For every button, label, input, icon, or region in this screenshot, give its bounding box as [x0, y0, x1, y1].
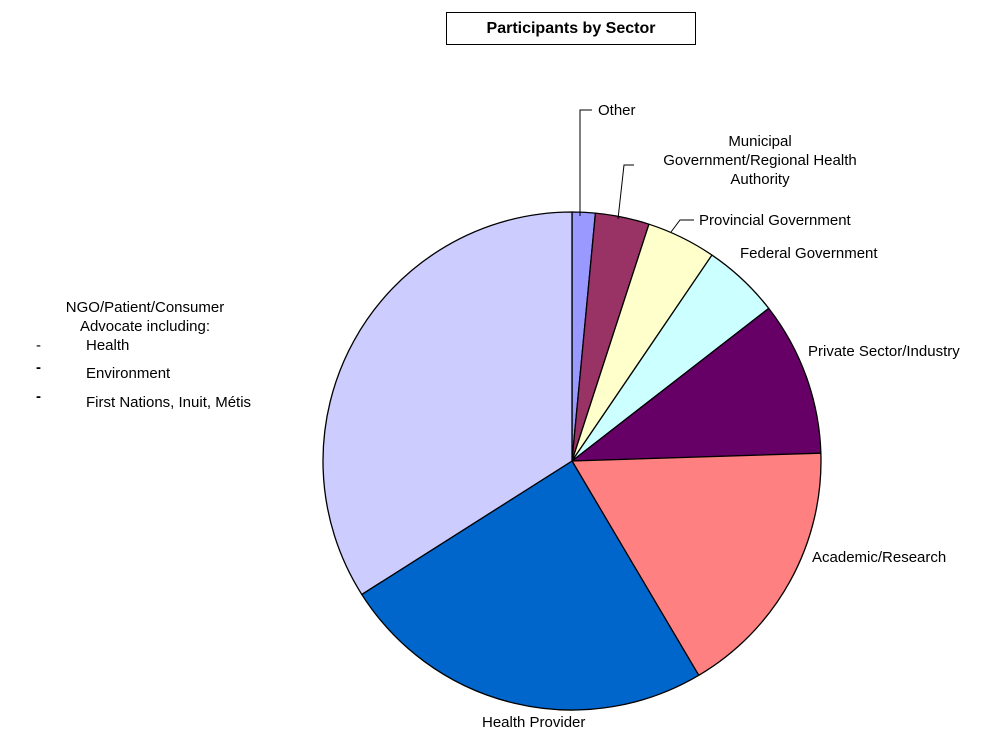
label-ngo-line1: NGO/Patient/Consumer: [65, 299, 225, 316]
ngo-subitem-label: Environment: [86, 365, 171, 382]
label-provincial: Provincial Government: [699, 212, 851, 229]
ngo-dash: -: [36, 388, 41, 405]
label-private: Private Sector/Industry: [808, 343, 960, 360]
leader-line-provincial: [670, 219, 694, 233]
ngo-dash: -: [36, 359, 41, 376]
label-municipal-line3: Authority: [730, 171, 790, 188]
label-municipal-line2: Government/Regional Health: [663, 152, 857, 169]
leader-lines: [579, 109, 694, 233]
ngo-dash: -: [36, 337, 41, 354]
ngo-subitem: - First Nations, Inuit, Métis: [0, 387, 300, 416]
leader-line-other: [579, 109, 592, 216]
pie-slice-6: [361, 460, 700, 711]
pie-slice-4: [571, 307, 822, 462]
label-ngo-line2: Advocate including:: [79, 318, 211, 335]
label-ngo: NGO/Patient/Consumer Advocate including:…: [0, 298, 300, 416]
ngo-subitem-label: Health: [86, 337, 130, 354]
ngo-subitem: - Health: [0, 336, 300, 358]
label-municipal-line1: Municipal: [728, 133, 792, 150]
pie-slice-7: [322, 211, 573, 596]
label-health-provider: Health Provider: [482, 714, 586, 731]
label-other: Other: [598, 102, 636, 119]
pie-slices: [322, 211, 822, 711]
leader-line-municipal: [617, 164, 634, 220]
label-academic: Academic/Research: [812, 549, 947, 566]
chart-title: Participants by Sector: [446, 12, 696, 45]
ngo-subitem: - Environment: [0, 358, 300, 387]
ngo-subitem-label: First Nations, Inuit, Métis: [86, 394, 252, 411]
label-municipal: Municipal Government/Regional Health Aut…: [640, 132, 880, 189]
label-federal: Federal Government: [740, 245, 878, 262]
pie-slice-5: [571, 452, 822, 676]
